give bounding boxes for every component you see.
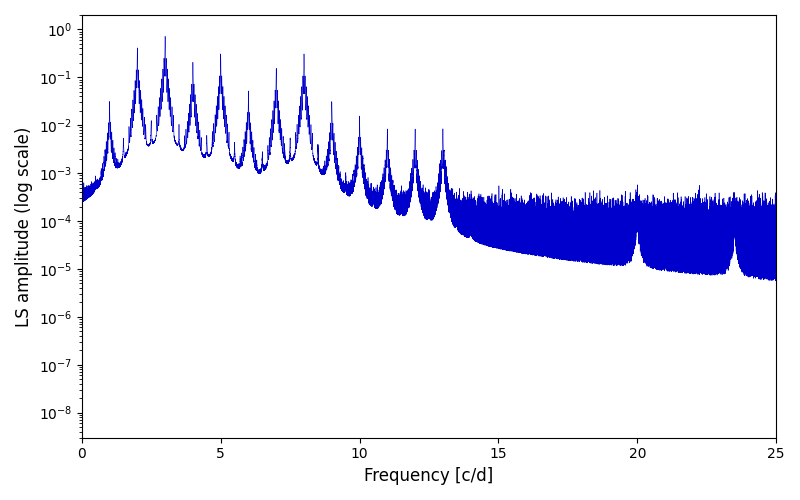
Y-axis label: LS amplitude (log scale): LS amplitude (log scale) [15,126,33,326]
X-axis label: Frequency [c/d]: Frequency [c/d] [364,467,494,485]
